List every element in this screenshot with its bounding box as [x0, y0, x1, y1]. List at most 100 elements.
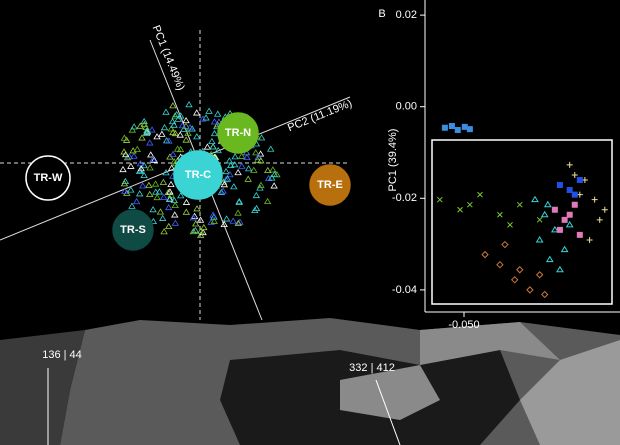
cloud-marker [165, 203, 173, 211]
cloud-marker [219, 187, 227, 194]
cloud-marker [238, 162, 246, 169]
cloud-marker [146, 190, 154, 197]
point [576, 176, 583, 183]
cloud-marker [137, 165, 145, 172]
point [457, 206, 463, 213]
cloud-marker [189, 214, 198, 221]
point [571, 191, 578, 198]
cloud-marker [151, 180, 160, 187]
cluster-marker [25, 155, 71, 201]
cloud-marker [120, 180, 129, 187]
cloud-marker [243, 153, 251, 161]
map-region [520, 340, 620, 445]
cloud-marker [162, 108, 170, 115]
cloud-marker [264, 166, 272, 173]
point [441, 124, 448, 131]
point [561, 216, 568, 223]
point [448, 122, 455, 129]
point [556, 182, 563, 189]
point [477, 191, 483, 198]
cloud-marker [138, 134, 146, 141]
cloud-marker [162, 169, 170, 176]
cloud-marker [145, 181, 153, 188]
cloud-marker [199, 115, 207, 122]
cloud-marker [209, 211, 217, 218]
cloud-marker [169, 102, 177, 109]
point [550, 225, 559, 233]
point [591, 196, 598, 203]
point [497, 211, 503, 218]
cloud-marker [166, 188, 174, 195]
cloud-marker [257, 157, 265, 164]
cloud-marker [133, 145, 141, 152]
cloud-marker [146, 164, 154, 171]
cloud-marker [231, 153, 239, 160]
point [601, 206, 608, 213]
cloud-marker [193, 205, 201, 212]
point [541, 290, 549, 299]
cloud-marker [230, 183, 238, 190]
point [436, 196, 443, 203]
cloud-marker [171, 129, 180, 137]
cloud-marker [225, 157, 234, 164]
point [535, 235, 544, 243]
point [516, 266, 524, 274]
point [566, 211, 573, 218]
cluster-marker [309, 164, 351, 206]
cloud-marker [165, 222, 173, 230]
cloud-marker [235, 197, 243, 205]
point [543, 200, 552, 208]
cloud-marker [270, 182, 278, 189]
y-tick-label: -0.04 [392, 284, 417, 296]
cloud-marker [222, 167, 230, 175]
cloud-marker [268, 174, 276, 181]
cloud-marker [164, 188, 173, 195]
cloud-marker [170, 158, 178, 165]
cluster-marker [112, 209, 154, 251]
cloud-marker [136, 160, 145, 167]
cloud-marker [142, 129, 151, 137]
point [531, 195, 539, 203]
cluster-label: TR-C [185, 169, 211, 181]
cluster-label: TR-S [120, 224, 146, 236]
cloud-marker [153, 133, 161, 140]
cloud-marker [222, 215, 231, 222]
point [516, 201, 523, 208]
point [560, 245, 569, 253]
cloud-marker [177, 192, 185, 199]
cloud-marker [120, 148, 128, 155]
cloud-marker [244, 175, 252, 182]
cloud-marker [140, 171, 148, 179]
point [566, 187, 573, 194]
cloud-marker [269, 166, 277, 173]
cloud-marker [220, 181, 229, 188]
cloud-marker [200, 223, 208, 231]
cloud-marker [125, 153, 134, 160]
point [535, 271, 544, 279]
cloud-marker [230, 161, 239, 168]
cloud-marker [152, 188, 160, 195]
cloud-marker [207, 218, 215, 225]
cloud-marker [158, 214, 167, 221]
cloud-marker [130, 123, 138, 130]
cloud-marker [226, 170, 234, 178]
cloud-marker [210, 118, 219, 125]
cloud-marker [170, 121, 178, 128]
cloud-marker [139, 182, 147, 189]
y-tick-label: 0.00 [396, 101, 417, 113]
point [571, 201, 578, 208]
point [576, 191, 583, 198]
point [596, 216, 603, 223]
cloud-marker [140, 117, 148, 125]
map-region [0, 330, 85, 445]
cloud-marker [128, 126, 137, 133]
cloud-marker [223, 175, 232, 182]
cloud-marker [132, 197, 141, 205]
cloud-marker [174, 115, 182, 122]
cloud-marker [166, 195, 174, 202]
map-label: 332 | 412 [349, 362, 395, 374]
cloud-marker [123, 154, 132, 161]
cloud-marker [209, 143, 217, 150]
cloud-marker [158, 130, 166, 137]
